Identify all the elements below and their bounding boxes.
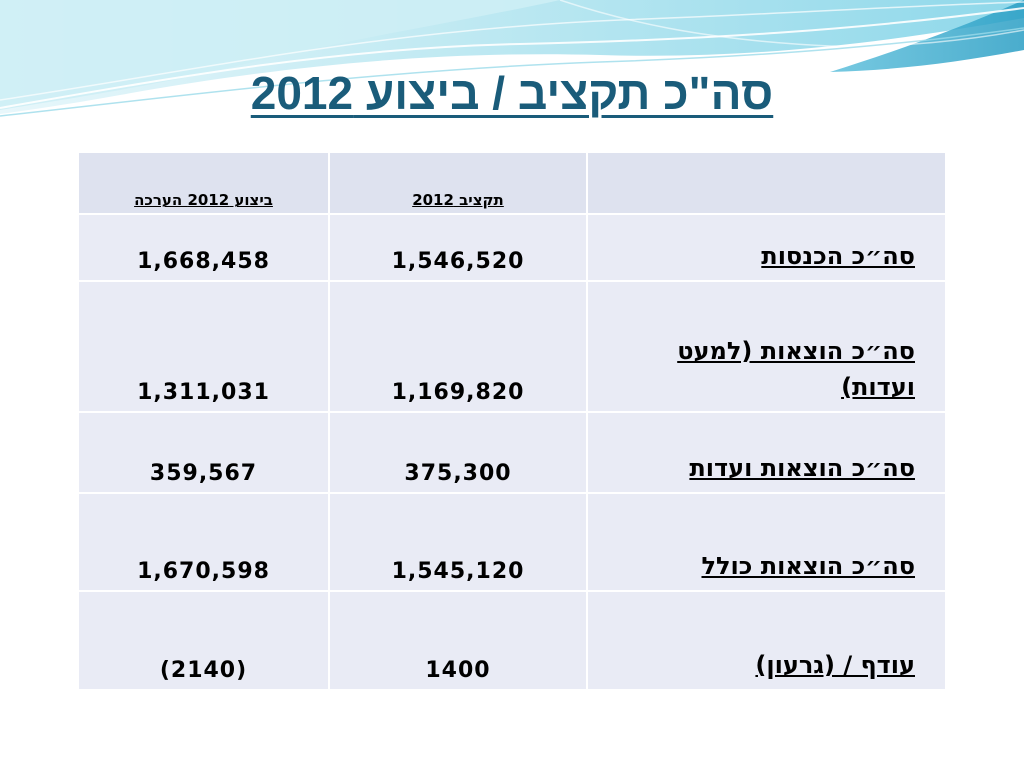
row-label-cell: סה״כ הוצאות ועדות: [586, 411, 947, 494]
budget-value: 1,545,120: [391, 559, 525, 584]
header-cell-budget: תקציב 2012: [328, 151, 588, 215]
execution-cell: 359,567: [77, 411, 330, 494]
table-row: (2140) 1400 עודף / (גרעון): [77, 590, 947, 691]
row-label: סה״כ הוצאות כולל: [701, 552, 915, 580]
execution-value: 1,668,458: [137, 249, 270, 274]
budget-cell: 1,169,820: [328, 280, 588, 413]
header-execution-label: ביצוע 2012 הערכה: [134, 191, 273, 209]
execution-value: 1,670,598: [137, 559, 270, 584]
budget-value: 1,546,520: [391, 249, 525, 274]
header-budget-label: תקציב 2012: [412, 191, 504, 209]
table-row: 359,567 375,300 סה״כ הוצאות ועדות: [77, 411, 947, 494]
budget-cell: 1,546,520: [328, 213, 588, 282]
header-cell-execution: ביצוע 2012 הערכה: [77, 151, 330, 215]
header-cell-label: [586, 151, 947, 215]
budget-cell: 1,545,120: [328, 492, 588, 592]
table-header-row: ביצוע 2012 הערכה תקציב 2012: [77, 151, 947, 215]
execution-value: 359,567: [149, 461, 258, 486]
header-wave-decoration: [0, 0, 1024, 117]
row-label: סה״כ הוצאות (למעט ועדות): [677, 337, 915, 401]
table-row: 1,670,598 1,545,120 סה״כ הוצאות כולל: [77, 492, 947, 592]
execution-value: (2140): [159, 658, 248, 683]
execution-cell: (2140): [77, 590, 330, 691]
row-label-cell: סה״כ הוצאות כולל: [586, 492, 947, 592]
budget-value: 375,300: [404, 461, 512, 486]
execution-value: 1,311,031: [137, 380, 270, 405]
table-row: 1,311,031 1,169,820 סה״כ הוצאות (למעט וע…: [77, 280, 947, 413]
row-label: עודף / (גרעון): [755, 651, 915, 679]
execution-cell: 1,668,458: [77, 213, 330, 282]
row-label-cell: סה״כ הוצאות (למעט ועדות): [586, 280, 947, 413]
execution-cell: 1,311,031: [77, 280, 330, 413]
row-label-cell: סה״כ הכנסות: [586, 213, 947, 282]
row-label: סה״כ הכנסות: [761, 242, 915, 270]
budget-value: 1400: [425, 658, 491, 683]
row-label: סה״כ הוצאות ועדות: [689, 454, 915, 482]
budget-cell: 1400: [328, 590, 588, 691]
table-row: 1,668,458 1,546,520 סה״כ הכנסות: [77, 213, 947, 282]
budget-summary-table: ביצוע 2012 הערכה תקציב 2012 1,668,458 1,…: [77, 151, 947, 691]
row-label-cell: עודף / (גרעון): [586, 590, 947, 691]
slide-title: סה"כ תקציב / ביצוע 2012: [250, 67, 774, 119]
budget-value: 1,169,820: [391, 380, 525, 405]
budget-cell: 375,300: [328, 411, 588, 494]
execution-cell: 1,670,598: [77, 492, 330, 592]
